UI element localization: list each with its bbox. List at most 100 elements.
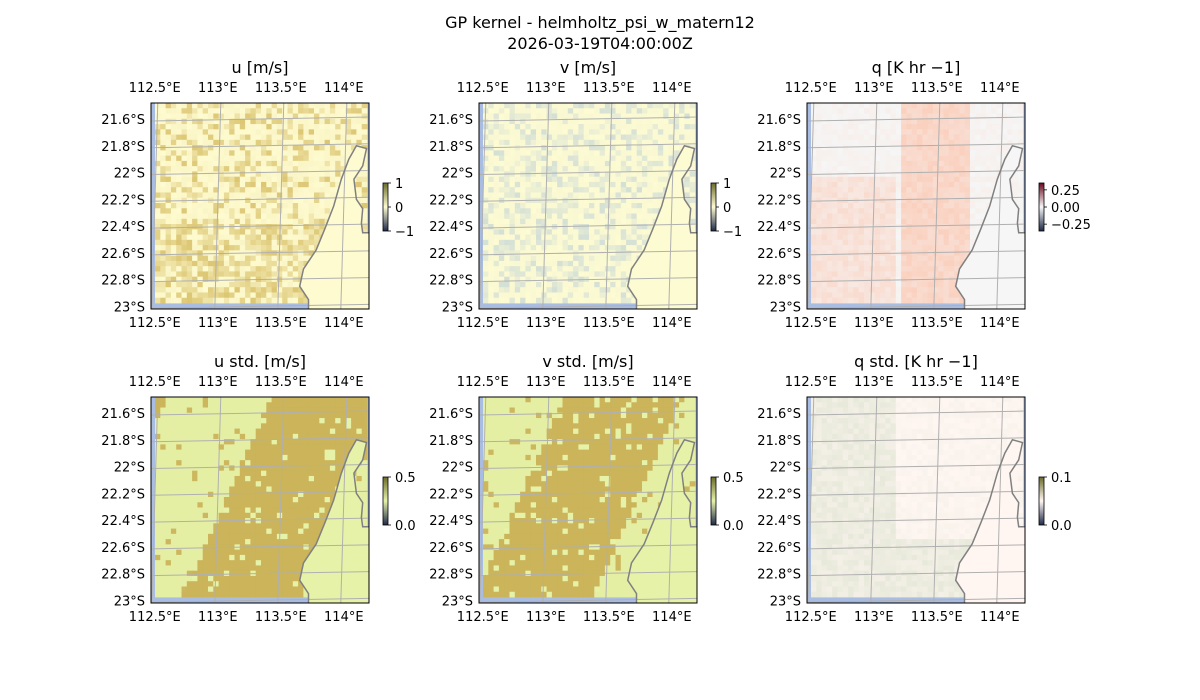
y-tick-label: 22.6°S	[101, 541, 145, 556]
land-region	[627, 145, 697, 309]
gridlines	[151, 397, 369, 603]
y-tick-label: 23°S	[770, 300, 801, 315]
coastline	[298, 438, 369, 603]
y-tick-label: 22.4°S	[429, 220, 473, 235]
y-tick-label: 23°S	[770, 594, 801, 609]
land-region	[955, 145, 1025, 309]
y-tick-label: 22.4°S	[429, 514, 473, 529]
x-tick-label-top: 113.5°E	[583, 81, 635, 96]
colorbar-tick-label: 0.0	[1051, 519, 1072, 534]
x-tick-label-bottom: 113.5°E	[255, 610, 307, 625]
x-tick-label-top: 112.5°E	[129, 81, 181, 96]
y-tick-label: 22.4°S	[757, 220, 801, 235]
coastline	[626, 144, 697, 309]
x-tick-label-top: 114°E	[324, 81, 364, 96]
y-tick-label: 22°S	[442, 167, 473, 182]
coastline	[626, 438, 697, 603]
x-tick-label-top: 113.5°E	[255, 81, 307, 96]
colorbar: 1 0 −1	[710, 177, 742, 240]
colorbar: 0.5 0.0	[382, 471, 416, 534]
y-tick-label: 21.8°S	[429, 434, 473, 449]
x-tick-label-bottom: 113.5°E	[583, 610, 635, 625]
panels-group: u [m/s]112.5°E112.5°E113°E113°E113.5°E11…	[101, 58, 1091, 625]
panel-3: q [K hr −1] 112.5°E 112.5°E 113°E 113°E 113.5…	[757, 58, 1091, 331]
map-area	[807, 103, 1025, 309]
y-tick-label: 22°S	[770, 167, 801, 182]
x-tick-label-top: 113°E	[526, 81, 566, 96]
x-tick-label-top: 113.5°E	[255, 375, 307, 390]
map-area	[479, 103, 697, 309]
axes-frame	[806, 396, 1026, 604]
colorbar-tick-label: 0.5	[723, 471, 744, 486]
panel-title: u [m/s]	[231, 58, 288, 77]
colorbar-tick-label: 0.00	[1051, 201, 1080, 216]
y-tick-label: 22.6°S	[757, 541, 801, 556]
y-tick-label: 22.2°S	[757, 487, 801, 502]
colorbar-tick-label: −1	[723, 225, 742, 240]
panel-4: u std. [m/s] 112.5°E 112.5°E 113°E 113°E 113.…	[101, 352, 415, 625]
y-tick-label: 23°S	[114, 594, 145, 609]
land-region	[299, 439, 369, 603]
y-tick-label: 22.2°S	[429, 487, 473, 502]
x-tick-label-top: 113°E	[198, 375, 238, 390]
y-tick-label: 22.6°S	[757, 247, 801, 262]
x-tick-label-bottom: 113°E	[198, 610, 238, 625]
x-tick-label-top: 113.5°E	[911, 375, 963, 390]
panel-title: u std. [m/s]	[214, 352, 306, 371]
x-tick-label-top: 114°E	[652, 81, 692, 96]
x-tick-label-bottom: 112.5°E	[457, 316, 509, 331]
colorbar-tick-label: −0.25	[1051, 218, 1091, 233]
gridlines	[479, 103, 697, 309]
x-tick-label-bottom: 113°E	[854, 316, 894, 331]
colorbar-tick-label: 0.25	[1051, 184, 1080, 199]
panel-title: q std. [K hr −1]	[854, 352, 978, 371]
axes-frame	[806, 102, 1026, 310]
colorbar-tick-label: 0.0	[395, 519, 416, 534]
y-tick-label: 22.8°S	[757, 274, 801, 289]
x-tick-label-top: 114°E	[980, 375, 1020, 390]
y-tick-label: 21.8°S	[101, 434, 145, 449]
coastline	[954, 144, 1025, 309]
axes-frame	[150, 396, 370, 604]
x-tick-label-bottom: 113°E	[198, 316, 238, 331]
colorbar: 0.1 0.0	[1038, 471, 1072, 534]
map-area	[807, 397, 1025, 603]
panel-6: q std. [K hr −1] 112.5°E 112.5°E 113°E 113°E…	[757, 352, 1071, 625]
y-tick-label: 22.2°S	[429, 193, 473, 208]
y-tick-label: 22.8°S	[429, 274, 473, 289]
x-tick-label-bottom: 112.5°E	[457, 610, 509, 625]
panel-title: v [m/s]	[560, 58, 616, 77]
gridlines	[151, 103, 369, 309]
x-tick-label-top: 113.5°E	[911, 81, 963, 96]
x-tick-label-bottom: 113°E	[854, 610, 894, 625]
y-tick-label: 22.6°S	[429, 541, 473, 556]
x-tick-label-bottom: 113.5°E	[911, 316, 963, 331]
colorbar-tick-label: 1	[395, 177, 403, 192]
y-tick-label: 21.8°S	[757, 434, 801, 449]
y-tick-label: 21.6°S	[757, 407, 801, 422]
x-tick-label-bottom: 114°E	[980, 610, 1020, 625]
x-tick-label-top: 113°E	[854, 81, 894, 96]
y-tick-label: 22.8°S	[757, 568, 801, 583]
axes-frame	[150, 102, 370, 310]
land-region	[299, 145, 369, 309]
y-tick-label: 22.2°S	[101, 487, 145, 502]
y-tick-label: 22.8°S	[101, 568, 145, 583]
x-tick-label-bottom: 112.5°E	[129, 610, 181, 625]
x-tick-label-bottom: 114°E	[980, 316, 1020, 331]
x-tick-label-top: 113°E	[854, 375, 894, 390]
colorbar-tick-label: −1	[395, 225, 414, 240]
panel-2: v [m/s]112.5°E112.5°E113°E113°E113.5°E11…	[429, 58, 742, 331]
colorbar-tick-label: 0	[395, 201, 403, 216]
coastline	[954, 438, 1025, 603]
colorbar: 0.25 0.00 −0.25	[1038, 182, 1091, 233]
y-tick-label: 22.4°S	[101, 220, 145, 235]
y-tick-label: 22.8°S	[101, 274, 145, 289]
y-tick-label: 22°S	[442, 461, 473, 476]
gridlines	[479, 397, 697, 603]
y-tick-label: 22.8°S	[429, 568, 473, 583]
x-tick-label-bottom: 114°E	[652, 316, 692, 331]
y-tick-label: 21.6°S	[429, 407, 473, 422]
y-tick-label: 21.6°S	[101, 407, 145, 422]
